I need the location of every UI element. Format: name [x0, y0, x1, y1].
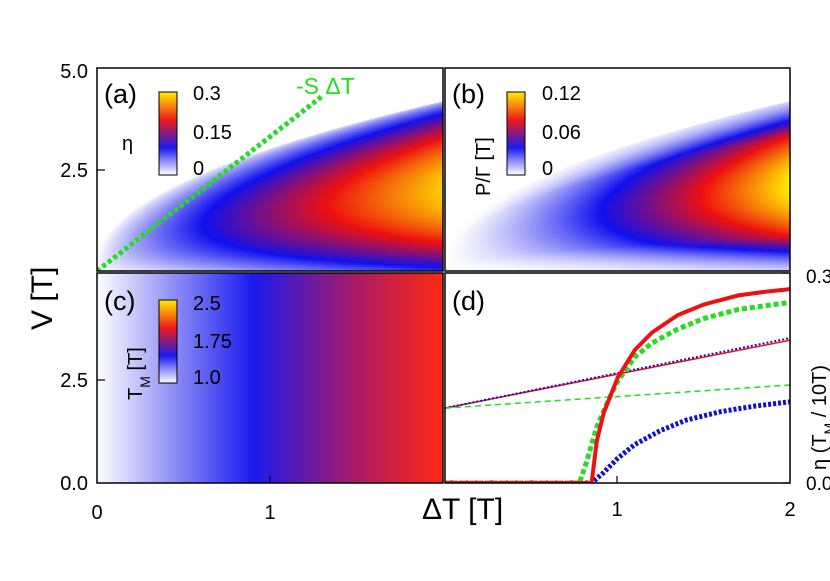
x-tick-c-1: 1 [264, 502, 275, 524]
panel-c-colorbar-tick-low: 1.0 [193, 367, 221, 389]
y-tick-a-top: 5.0 [60, 61, 88, 83]
panel-d-series-5 [445, 384, 790, 409]
x-tick-d-1: 1 [611, 499, 622, 521]
panel-d-series [445, 287, 790, 483]
panel-c: (c) 2.5 1.75 1.0 TM [T] [96, 272, 444, 484]
panel-d-right-tick-top: 0.3 [806, 267, 830, 288]
panel-d-right-tick-bottom: 0.0 [806, 474, 830, 495]
panel-b-colorbar-tick-mid: 0.06 [542, 122, 581, 144]
panel-b-colorbar-tick-high: 0.12 [542, 83, 581, 105]
panel-b-heatmap [445, 68, 790, 271]
panel-d-series-3 [445, 339, 790, 409]
x-axis-title: ΔT [T] [422, 493, 503, 526]
panel-b-frame [444, 67, 791, 272]
x-tick-c-0: 0 [91, 502, 102, 524]
panel-c-colorbar [158, 299, 178, 384]
panel-c-colorbar-tick-mid: 1.75 [193, 331, 232, 353]
panel-b: (b) 0.12 0.06 0 P/Γ [T] [444, 67, 791, 272]
panel-d-series-4 [445, 337, 790, 410]
panel-b-label: (b) [452, 79, 485, 109]
panel-d: (d) 0.3 0.0 η (TM / 10T) [444, 267, 830, 495]
y-axis-title: V [T] [26, 267, 59, 330]
tick-marks [97, 169, 790, 484]
panel-c-quantity-label: TM [T] [125, 347, 153, 400]
panel-a-quantity-label: η [122, 133, 133, 155]
panel-a-label: (a) [104, 79, 137, 109]
panel-a-colorbar-tick-mid: 0.15 [193, 122, 232, 144]
panel-a-minus-s-dt-line [97, 94, 324, 271]
panel-d-right-axis-title: η (TM / 10T) [809, 365, 830, 470]
panel-d-label: (d) [452, 286, 485, 316]
y-tick-c-mid: 2.5 [60, 370, 88, 392]
panel-d-series-1 [445, 299, 790, 483]
panel-a-heatmap [97, 68, 443, 271]
panel-a-colorbar-tick-low: 0 [193, 158, 204, 180]
panel-a-colorbar [158, 91, 178, 176]
panel-c-colorbar-tick-high: 2.5 [193, 293, 221, 315]
y-tick-a-mid: 2.5 [60, 160, 88, 182]
panel-c-label: (c) [104, 286, 135, 316]
panel-b-colorbar-tick-low: 0 [542, 158, 553, 180]
panel-a-annotation: -S ΔT [296, 73, 355, 99]
panel-b-quantity-label: P/Γ [T] [473, 137, 495, 196]
panel-a-colorbar-tick-high: 0.3 [193, 83, 221, 105]
y-tick-c-bottom: 0.0 [60, 473, 88, 495]
panel-d-series-0 [445, 287, 790, 483]
x-tick-d-2: 2 [784, 499, 795, 521]
panel-b-colorbar [506, 91, 526, 176]
panel-a: (a) 0.3 0.15 0 η -S ΔT [96, 67, 444, 272]
panel-c-heatmap [97, 273, 443, 483]
